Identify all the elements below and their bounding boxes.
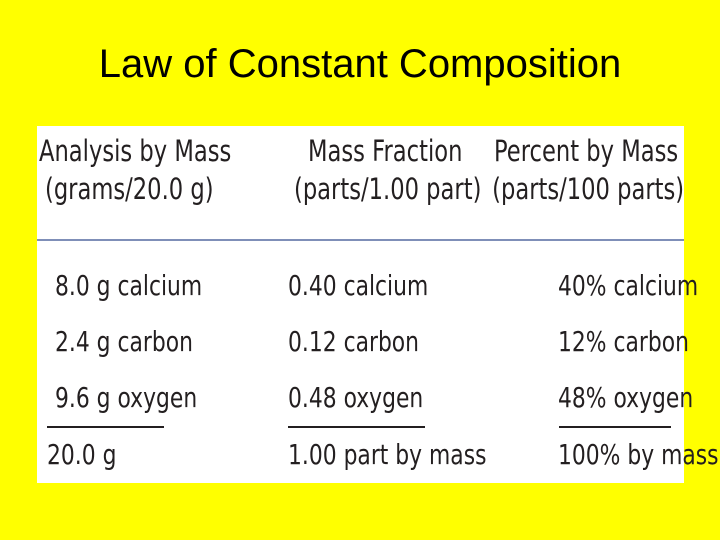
sum-rule xyxy=(47,426,164,428)
table-cell: 12% carbon xyxy=(558,325,689,358)
column-header-percent-line2: (parts/100 parts) xyxy=(492,172,684,206)
slide-title: Law of Constant Composition xyxy=(98,42,622,86)
header-divider xyxy=(37,239,684,241)
table-total-cell: 1.00 part by mass xyxy=(288,438,487,471)
composition-table: Analysis by Mass (grams/20.0 g) Mass Fra… xyxy=(37,126,719,483)
table-cell: 0.48 oxygen xyxy=(288,381,424,414)
table-total-cell: 20.0 g xyxy=(47,438,117,471)
column-header-fraction-line2: (parts/1.00 part) xyxy=(294,172,482,206)
table-cell: 2.4 g carbon xyxy=(55,325,193,358)
table-cell: 9.6 g oxygen xyxy=(55,381,198,414)
table-total-cell: 100% by mass xyxy=(558,438,719,471)
column-header-analysis-line2: (grams/20.0 g) xyxy=(45,172,214,206)
column-header-percent-line1: Percent by Mass xyxy=(493,134,678,168)
sum-rule xyxy=(288,426,425,428)
sum-rule xyxy=(559,426,671,428)
table-cell: 40% calcium xyxy=(558,269,699,302)
table-cell: 0.40 calcium xyxy=(288,269,429,302)
table-cell: 8.0 g calcium xyxy=(55,269,203,302)
table-cell: 0.12 carbon xyxy=(288,325,420,358)
column-header-analysis-line1: Analysis by Mass xyxy=(39,134,232,168)
table-cell: 48% oxygen xyxy=(558,381,694,414)
column-header-fraction-line1: Mass Fraction xyxy=(308,134,463,168)
